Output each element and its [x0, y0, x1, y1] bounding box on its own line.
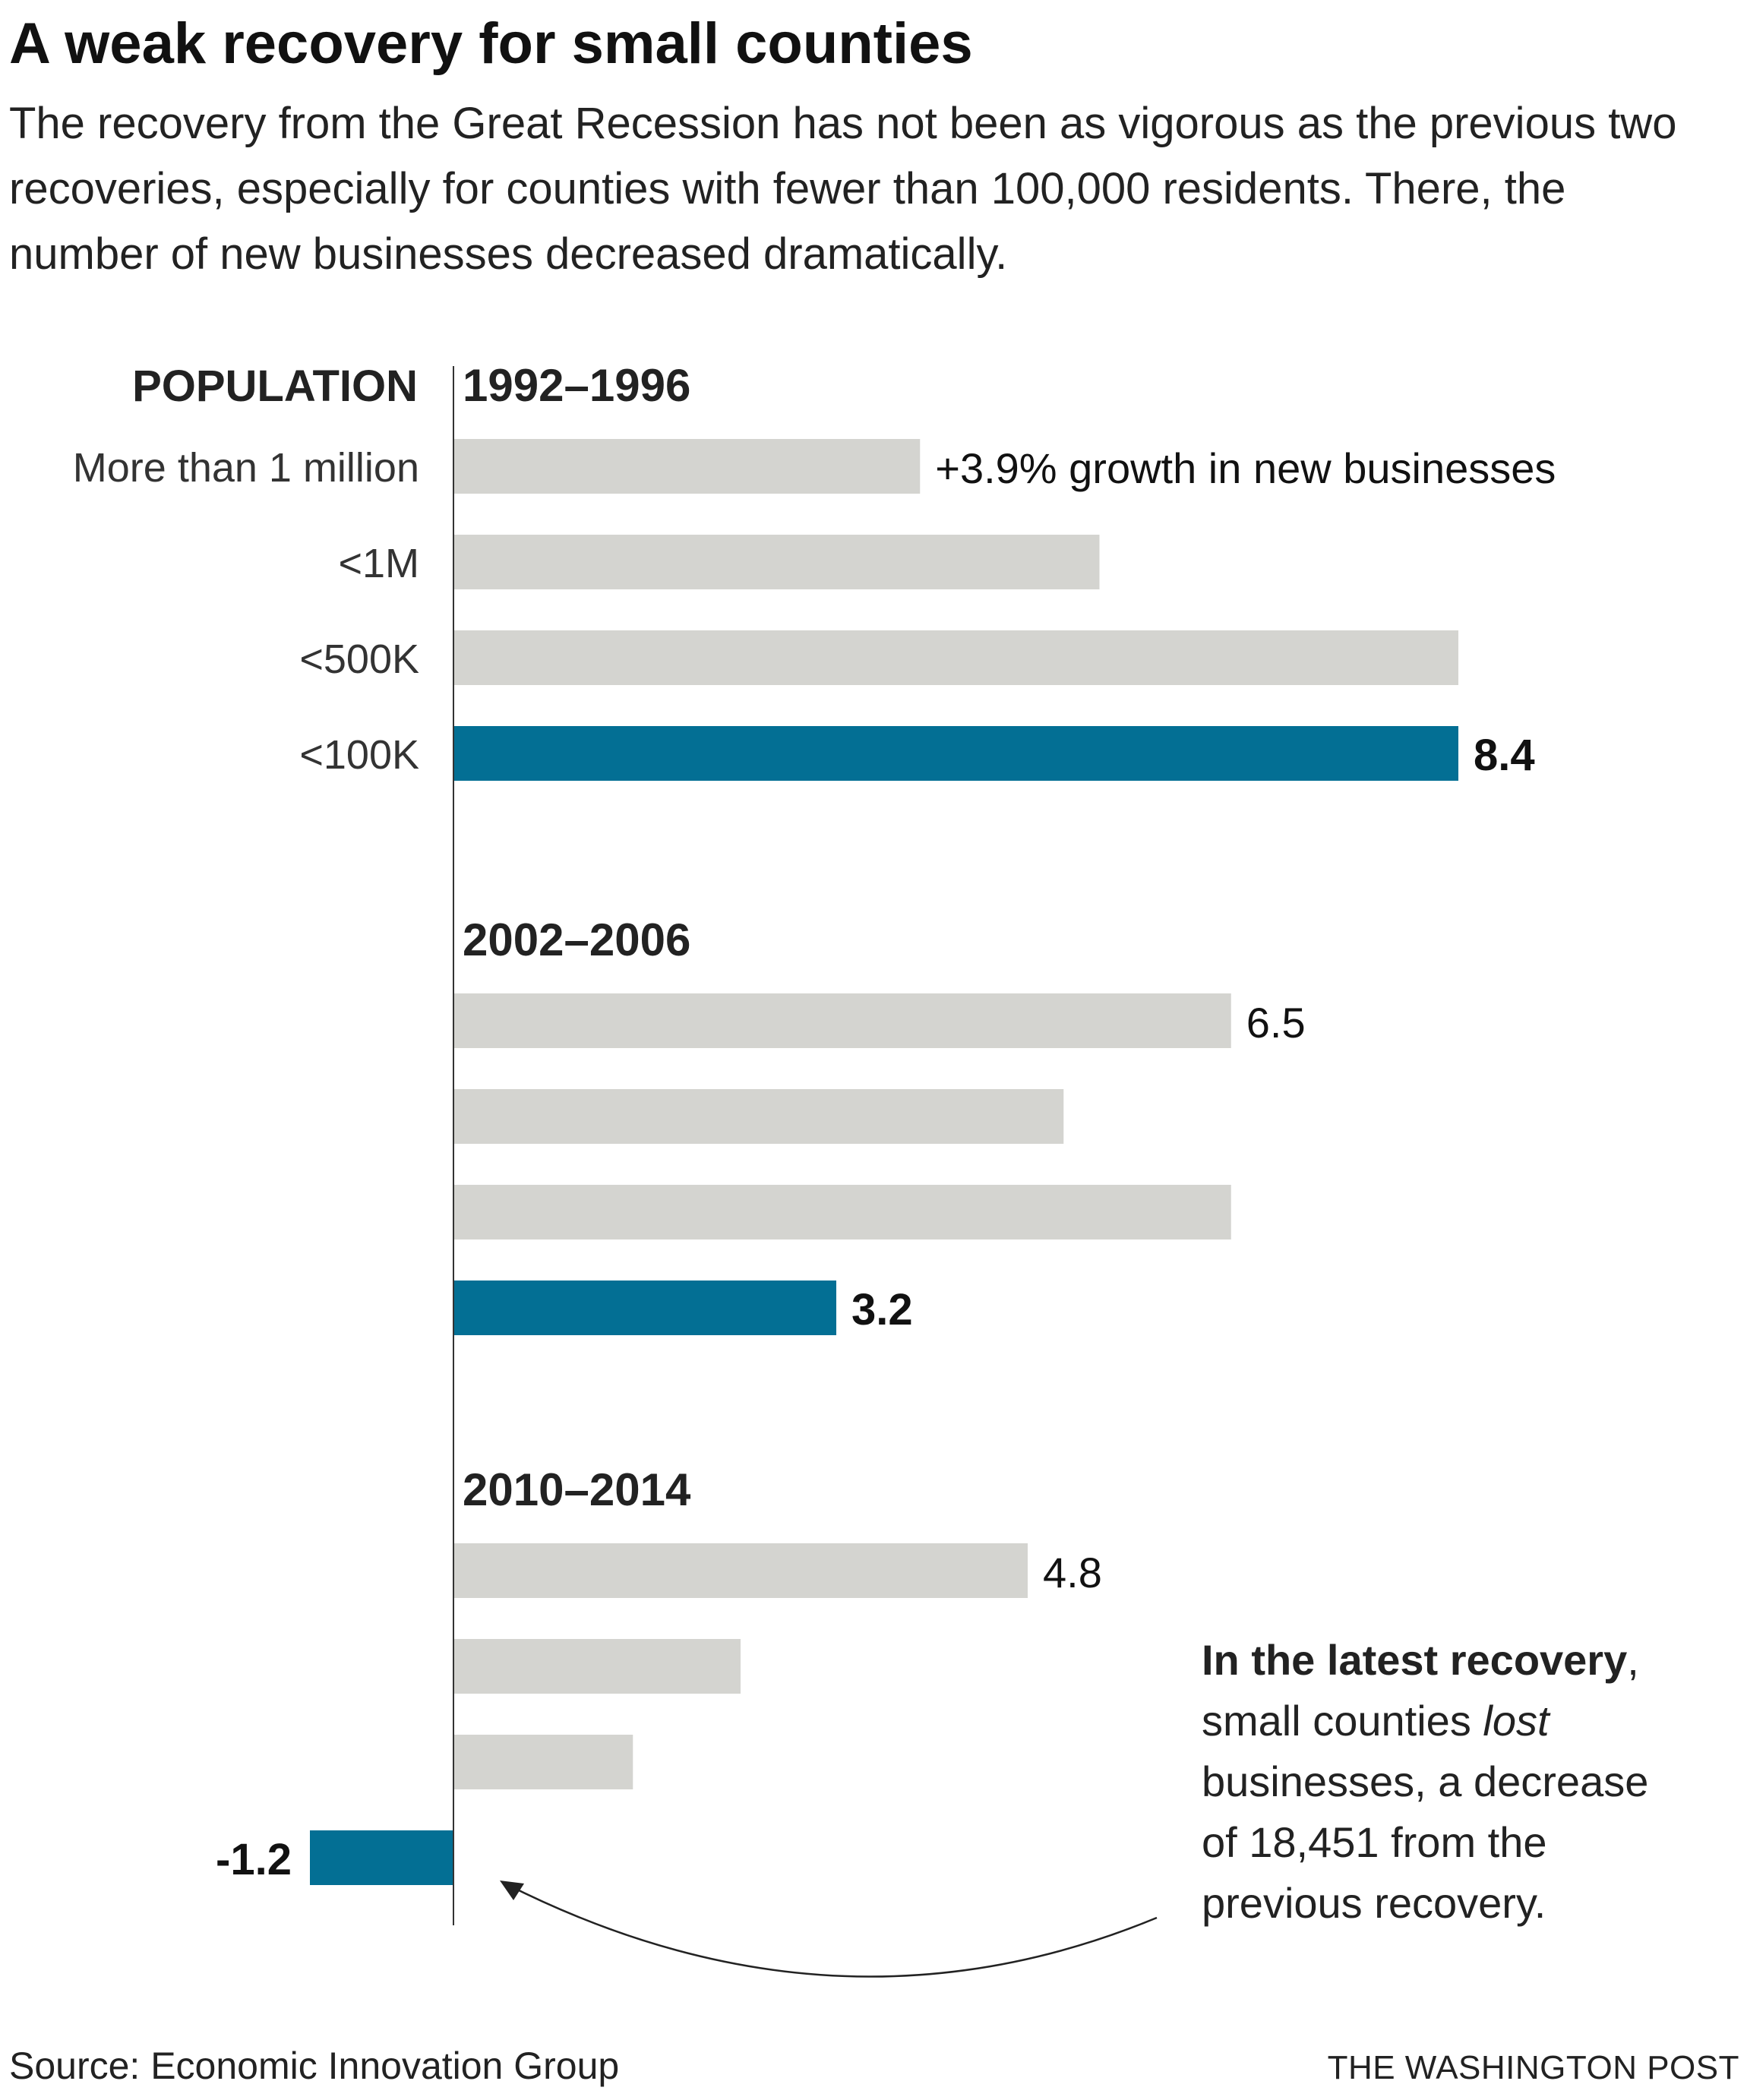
- bar: [453, 1185, 1231, 1239]
- bar: [453, 1089, 1064, 1144]
- bar: [453, 1735, 633, 1789]
- bar: [453, 993, 1231, 1048]
- period-header: 1992–1996: [463, 360, 690, 411]
- data-label: -1.2: [216, 1835, 292, 1884]
- source-note: Source: Economic Innovation Group: [9, 2045, 620, 2087]
- period-header: 2002–2006: [463, 914, 690, 965]
- data-label: 3.2: [851, 1285, 913, 1334]
- bar: [453, 439, 921, 494]
- bar: [453, 1639, 741, 1694]
- bar: [453, 535, 1100, 589]
- data-label: 8.4: [1474, 731, 1535, 780]
- category-header: POPULATION: [132, 362, 418, 411]
- chart-title: A weak recovery for small counties: [9, 11, 973, 76]
- chart-subtitle: The recovery from the Great Recession ha…: [9, 99, 1677, 279]
- bar: [310, 1830, 453, 1885]
- bar: [453, 726, 1458, 781]
- bar: [453, 1543, 1028, 1598]
- publisher-credit: THE WASHINGTON POST: [1327, 2049, 1739, 2086]
- category-label: <1M: [338, 541, 419, 586]
- category-label: <500K: [299, 636, 419, 682]
- data-label: +3.9% growth in new businesses: [935, 444, 1556, 492]
- arrowhead-icon: [500, 1881, 524, 1900]
- category-label: More than 1 million: [73, 445, 419, 491]
- period-header: 2010–2014: [463, 1464, 691, 1515]
- bar: [453, 630, 1458, 685]
- bar: [453, 1281, 836, 1335]
- data-label: 4.8: [1043, 1549, 1102, 1596]
- annotation-arrow: [504, 1882, 1158, 1978]
- data-label: 6.5: [1246, 999, 1306, 1047]
- category-label: <100K: [299, 732, 419, 778]
- annotation: In the latest recovery, small counties lo…: [1202, 1636, 1648, 1927]
